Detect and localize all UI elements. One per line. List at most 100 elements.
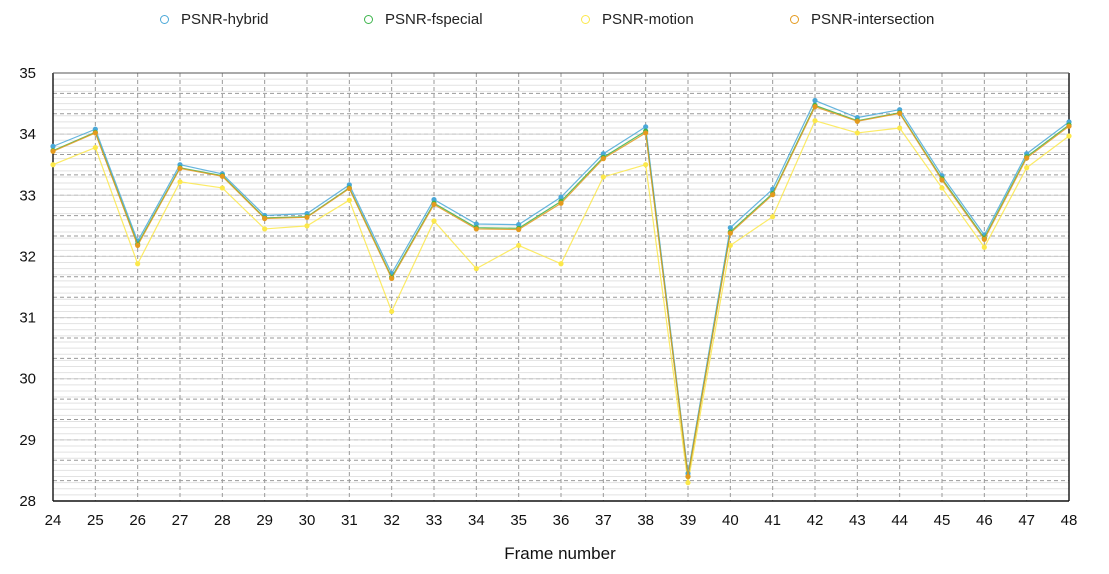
- y-tick-label: 32: [19, 248, 36, 265]
- data-point: [939, 177, 945, 183]
- y-tick-label: 33: [19, 187, 36, 204]
- data-point: [219, 173, 225, 179]
- x-tick-label: 33: [426, 512, 443, 529]
- legend-marker-circle-icon: [581, 14, 590, 24]
- data-point: [219, 185, 225, 191]
- data-point: [643, 124, 649, 130]
- data-point: [1066, 123, 1072, 129]
- data-point: [727, 230, 733, 236]
- legend-item-psnr-hybrid[interactable]: PSNR-hybrid: [160, 6, 269, 32]
- data-point: [939, 185, 945, 191]
- x-tick-label: 48: [1061, 512, 1078, 529]
- legend-label: PSNR-hybrid: [181, 10, 269, 28]
- x-tick-label: 39: [680, 512, 697, 529]
- data-point: [473, 266, 479, 272]
- data-point: [897, 125, 903, 131]
- legend-marker-circle-icon: [160, 14, 169, 24]
- x-tick-label: 26: [129, 512, 146, 529]
- x-tick-label: 47: [1018, 512, 1035, 529]
- data-point: [1024, 155, 1030, 161]
- x-axis-title: Frame number: [504, 544, 616, 563]
- data-point: [516, 226, 522, 233]
- data-point: [727, 225, 733, 231]
- data-point: [643, 130, 649, 136]
- data-point: [643, 162, 649, 168]
- data-point: [262, 215, 268, 222]
- data-point: [135, 261, 141, 267]
- data-point: [854, 130, 860, 136]
- y-tick-label: 29: [19, 432, 36, 449]
- x-tick-label: 31: [341, 512, 358, 529]
- data-point: [1066, 133, 1072, 139]
- data-point: [389, 275, 395, 282]
- data-point: [304, 214, 310, 220]
- axes: [52, 72, 1070, 502]
- x-tick-label: 44: [891, 512, 908, 529]
- data-point: [812, 118, 818, 124]
- x-tick-label: 46: [976, 512, 993, 529]
- x-tick-label: 24: [45, 512, 62, 529]
- data-point: [685, 480, 691, 486]
- data-point: [812, 104, 818, 110]
- legend-label: PSNR-motion: [602, 10, 694, 28]
- data-point: [389, 308, 395, 315]
- legend-item-psnr-intersection[interactable]: PSNR-intersection: [790, 6, 934, 32]
- x-tick-label: 45: [934, 512, 951, 529]
- data-point: [1024, 165, 1030, 171]
- data-point: [473, 226, 479, 232]
- data-point: [516, 242, 522, 249]
- data-point: [346, 197, 352, 203]
- data-point: [854, 118, 860, 124]
- data-point: [812, 97, 818, 104]
- data-point: [558, 200, 564, 206]
- data-point: [600, 174, 606, 180]
- data-point: [558, 261, 564, 267]
- series-group: [50, 97, 1072, 486]
- x-tick-label: 37: [595, 512, 612, 529]
- x-tick-label: 35: [510, 512, 527, 529]
- y-tick-label: 31: [19, 310, 36, 327]
- data-point: [770, 214, 776, 220]
- legend-marker-circle-icon: [364, 14, 373, 24]
- x-tick-label: 32: [383, 512, 400, 529]
- x-tick-label: 34: [468, 512, 485, 529]
- x-tick-label: 28: [214, 512, 231, 529]
- legend-marker-circle-icon: [790, 14, 799, 24]
- x-tick-label: 30: [299, 512, 316, 529]
- legend-item-psnr-motion[interactable]: PSNR-motion: [581, 6, 694, 32]
- grid: [52, 73, 1070, 501]
- data-point: [431, 218, 437, 224]
- data-point: [981, 236, 987, 242]
- x-tick-label: 41: [764, 512, 781, 529]
- data-point: [685, 473, 691, 480]
- y-tick-label: 28: [19, 493, 36, 510]
- data-point: [304, 223, 310, 229]
- data-point: [50, 148, 56, 154]
- data-point: [981, 244, 987, 250]
- x-tick-label: 40: [722, 512, 739, 529]
- data-point: [50, 143, 56, 149]
- legend-label: PSNR-fspecial: [385, 10, 483, 28]
- data-point: [262, 226, 268, 232]
- data-point: [770, 192, 776, 198]
- x-tick-label: 36: [553, 512, 570, 529]
- legend-label: PSNR-intersection: [811, 10, 935, 28]
- data-point: [600, 156, 606, 162]
- data-point: [92, 130, 98, 136]
- data-point: [135, 242, 141, 249]
- x-tick-label: 38: [637, 512, 654, 529]
- data-point: [897, 110, 903, 116]
- data-point: [50, 162, 56, 168]
- legend-item-psnr-fspecial[interactable]: PSNR-fspecial: [364, 6, 483, 32]
- x-tick-label: 43: [849, 512, 866, 529]
- series-psnr-intersection: [50, 104, 1072, 480]
- data-point: [558, 194, 564, 200]
- data-point: [177, 179, 183, 185]
- data-point: [92, 144, 98, 151]
- x-tick-label: 42: [807, 512, 824, 529]
- x-tick-label: 25: [87, 512, 104, 529]
- data-point: [177, 165, 183, 171]
- y-tick-label: 30: [19, 371, 36, 388]
- data-point: [431, 201, 437, 208]
